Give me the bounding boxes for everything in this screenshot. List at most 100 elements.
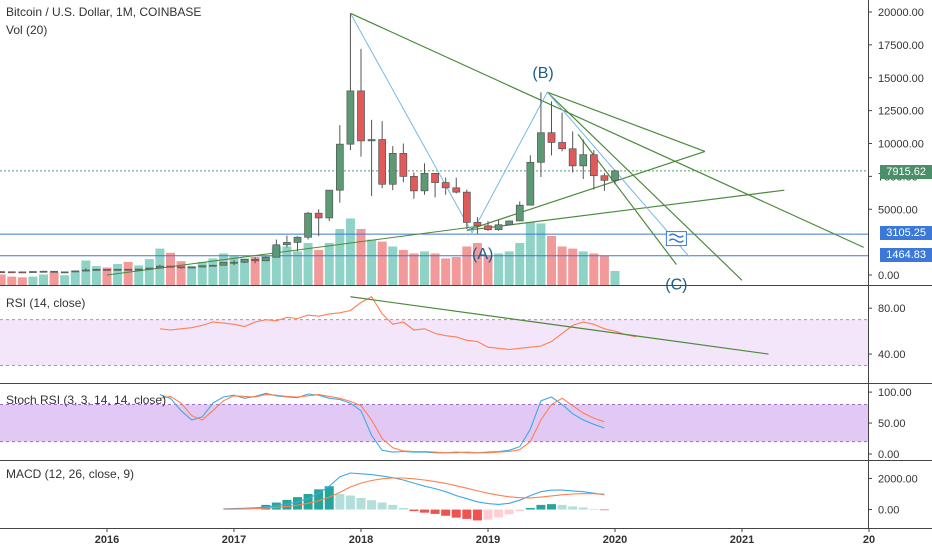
stoch-y-tick-label: 50.00 <box>878 418 906 430</box>
volume-bar <box>49 272 59 285</box>
volume-bar <box>398 250 408 285</box>
stoch-y-tick-label: 0.00 <box>878 449 899 461</box>
candle-body <box>92 268 101 271</box>
rsi-y-tick-label: 40.00 <box>878 349 906 361</box>
candle-body <box>399 153 408 177</box>
flag-marker <box>665 231 687 247</box>
macd-histogram-bar <box>409 509 419 512</box>
trendline-support-long <box>466 189 785 231</box>
y-tick-label: 12500.00 <box>878 106 924 118</box>
rsi-pane-title[interactable]: RSI (14, close) <box>6 296 86 310</box>
volume-bar <box>303 243 313 285</box>
macd-histogram-bar <box>324 486 334 510</box>
wave-line-a <box>349 13 473 234</box>
volume-bar <box>536 223 546 285</box>
macd-histogram-bar <box>430 509 440 514</box>
macd-histogram-bar <box>367 500 377 510</box>
volume-bar <box>144 259 154 285</box>
candle-body <box>568 148 577 167</box>
volume-bar <box>166 252 175 285</box>
macd-histogram-bar <box>578 507 588 510</box>
candle-body <box>0 271 6 273</box>
candle-body <box>156 265 164 269</box>
volume-bar <box>430 253 440 285</box>
candle-body <box>462 191 471 223</box>
volume-bar <box>483 255 493 285</box>
volume-bar <box>599 255 609 285</box>
candle-body <box>81 269 90 272</box>
candle-body <box>261 256 270 262</box>
candle-body <box>335 143 344 191</box>
volume-bar <box>547 236 556 285</box>
candle-body <box>367 139 376 142</box>
volume-bar <box>335 229 345 285</box>
stoch-rsi-pane-title[interactable]: Stoch RSI (3, 3, 14, 14, close) <box>6 393 167 407</box>
macd-pane-title[interactable]: MACD (12, 26, close, 9) <box>6 467 135 481</box>
macd-histogram-bar <box>525 508 535 510</box>
volume-bar <box>102 267 112 285</box>
volume-bar <box>28 276 38 285</box>
candle-body <box>219 262 228 266</box>
volume-bar <box>367 239 377 285</box>
volume-bar <box>134 265 144 285</box>
volume-bar <box>282 246 292 285</box>
macd-histogram-bar <box>314 489 324 510</box>
macd-histogram-bar <box>388 504 398 510</box>
candle-body <box>103 268 111 271</box>
trendline-channel-top <box>546 91 743 281</box>
rsi-band <box>0 319 868 366</box>
volume-indicator-label[interactable]: Vol (20) <box>6 23 48 37</box>
candle-body <box>579 154 588 167</box>
last-price-tag: 7915.62 <box>880 165 932 179</box>
volume-bar <box>356 229 366 285</box>
x-tick-label: 2021 <box>730 534 754 546</box>
volume-bar <box>60 275 70 285</box>
volume-bar <box>504 251 514 285</box>
volume-bar <box>314 250 324 285</box>
stoch-band <box>0 404 868 442</box>
candle-body <box>251 259 260 262</box>
stoch-d-line <box>159 394 605 454</box>
stoch-k-line <box>159 392 605 454</box>
candle-body <box>230 261 238 264</box>
trendline-upper-channel <box>547 91 706 152</box>
candle-body <box>410 176 418 192</box>
volume-bar <box>218 253 228 285</box>
candle-body <box>60 271 69 274</box>
volume-bar <box>388 246 398 285</box>
macd-histogram-bar <box>568 506 578 510</box>
volume-bar <box>515 243 525 285</box>
y-tick-label: 5000.00 <box>878 204 918 216</box>
macd-histogram-bar <box>335 494 345 510</box>
x-tick-label: 2016 <box>95 534 119 546</box>
candle-body <box>293 236 302 243</box>
volume-bar <box>324 243 334 285</box>
candle-body <box>272 244 281 258</box>
candle-body <box>29 271 37 273</box>
candle-body <box>431 173 439 183</box>
candle-body <box>420 173 429 192</box>
candle-body <box>71 270 80 273</box>
macd-histogram-bar <box>441 509 451 516</box>
volume-bar <box>589 253 599 285</box>
candle-body <box>611 170 619 181</box>
x-tick-label: 2020 <box>603 534 627 546</box>
volume-bar <box>451 257 461 285</box>
symbol-title[interactable]: Bitcoin / U.S. Dollar, 1M, COINBASE <box>6 5 202 19</box>
wave-label-c: (C) <box>665 276 687 293</box>
candle-body <box>134 268 143 271</box>
macd-histogram-bar <box>420 509 429 513</box>
candle-body <box>505 220 514 226</box>
candle-body <box>208 264 217 267</box>
volume-bar <box>0 274 6 285</box>
volume-bar <box>409 253 419 285</box>
candle-body <box>388 153 397 185</box>
macd-histogram-bar <box>536 504 546 510</box>
candle-body <box>314 212 323 219</box>
candle-body <box>526 161 535 206</box>
x-tick-label: 2018 <box>349 534 373 546</box>
rsi-line <box>159 295 637 351</box>
volume-bar <box>494 253 504 285</box>
volume-bar <box>113 264 123 285</box>
